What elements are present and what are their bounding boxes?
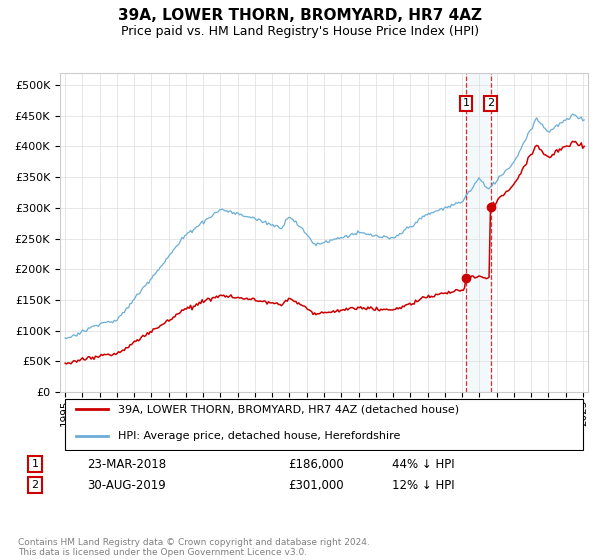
- Text: Contains HM Land Registry data © Crown copyright and database right 2024.
This d: Contains HM Land Registry data © Crown c…: [18, 538, 370, 557]
- Text: 2: 2: [487, 99, 494, 109]
- Bar: [466, 73, 491, 392]
- FancyBboxPatch shape: [65, 399, 583, 450]
- Text: £301,000: £301,000: [289, 479, 344, 492]
- Text: 44% ↓ HPI: 44% ↓ HPI: [392, 458, 455, 470]
- Text: 1: 1: [32, 459, 38, 469]
- Text: 2: 2: [31, 480, 38, 490]
- Text: 39A, LOWER THORN, BROMYARD, HR7 4AZ (detached house): 39A, LOWER THORN, BROMYARD, HR7 4AZ (det…: [118, 404, 459, 414]
- Text: HPI: Average price, detached house, Herefordshire: HPI: Average price, detached house, Here…: [118, 431, 400, 441]
- Text: 39A, LOWER THORN, BROMYARD, HR7 4AZ: 39A, LOWER THORN, BROMYARD, HR7 4AZ: [118, 8, 482, 24]
- Text: £186,000: £186,000: [289, 458, 344, 470]
- Text: 1: 1: [463, 99, 469, 109]
- Text: Price paid vs. HM Land Registry's House Price Index (HPI): Price paid vs. HM Land Registry's House …: [121, 25, 479, 38]
- Text: 30-AUG-2019: 30-AUG-2019: [87, 479, 166, 492]
- Text: 23-MAR-2018: 23-MAR-2018: [87, 458, 166, 470]
- Text: 12% ↓ HPI: 12% ↓ HPI: [392, 479, 455, 492]
